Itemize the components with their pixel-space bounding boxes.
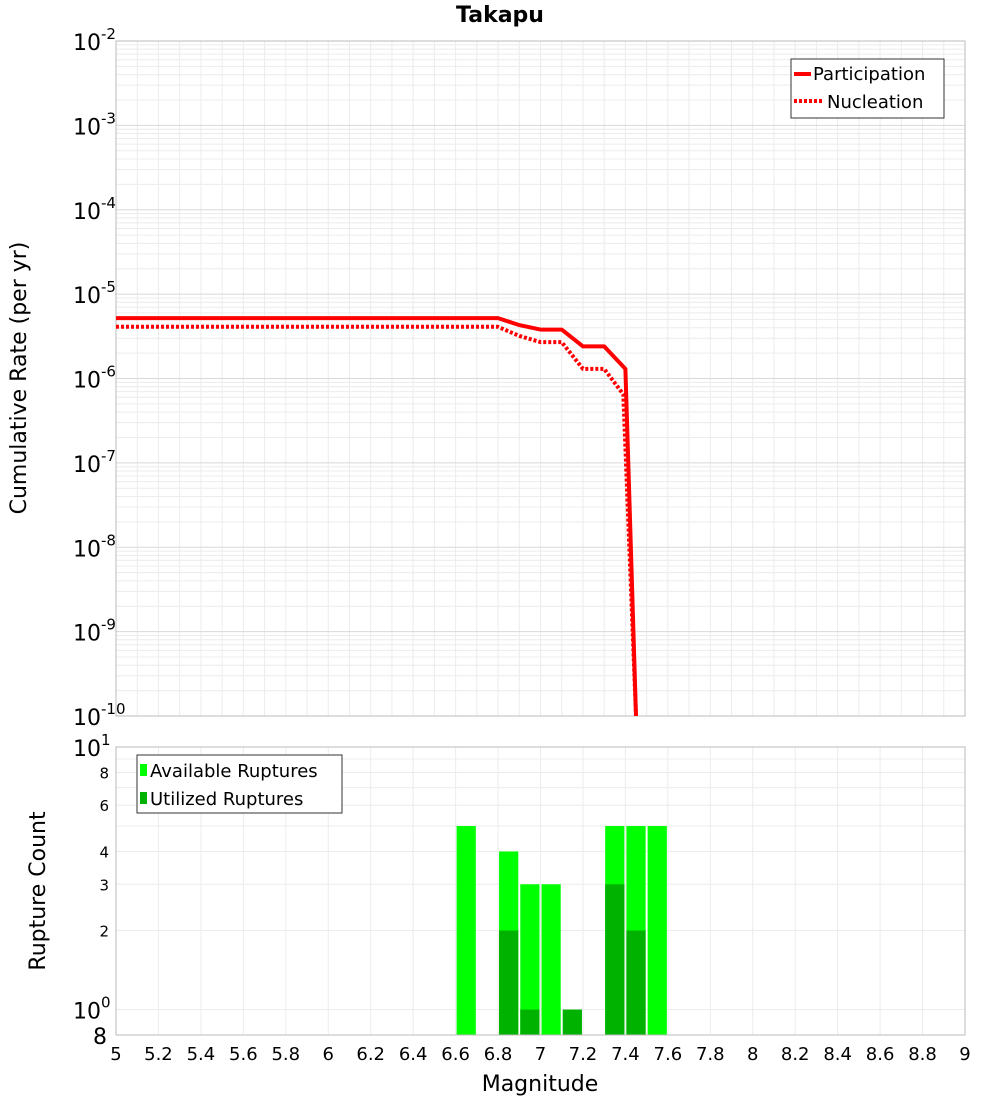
x-tick-label: 6.2 bbox=[356, 1044, 385, 1065]
x-tick-label: 7 bbox=[535, 1044, 546, 1065]
top-series bbox=[116, 316, 638, 717]
legend-available-label: Available Ruptures bbox=[150, 761, 318, 782]
top-y-tick-label: 10-2 bbox=[73, 25, 116, 56]
bottom-y-major-tick-label: 8 bbox=[93, 1025, 107, 1050]
x-tick-label: 8.6 bbox=[866, 1044, 895, 1065]
top-y-tick-label: 10-10 bbox=[73, 700, 126, 731]
x-tick-label: 7.4 bbox=[611, 1044, 640, 1065]
top-y-ticks: 10-2 10-3 10-4 10-5 10-6 10-7 10-8 10-9 10-10 bbox=[73, 25, 126, 731]
bottom-y-major-tick-label: 101 bbox=[73, 731, 111, 762]
x-ticks: 5 5.2 5.4 5.6 5.8 6 6.2 6.4 6.6 6.8 7 7.2 7.4 7.6 7.8 8… bbox=[110, 1044, 970, 1065]
bottom-bars bbox=[456, 826, 667, 1035]
x-tick-label: 6.8 bbox=[484, 1044, 513, 1065]
x-tick-label: 5.6 bbox=[229, 1044, 258, 1065]
x-tick-label: 5.4 bbox=[187, 1044, 216, 1065]
bar-utilized bbox=[626, 930, 646, 1035]
top-grid bbox=[116, 41, 966, 716]
x-tick-label: 5.2 bbox=[144, 1044, 173, 1065]
bar-available bbox=[456, 826, 476, 1035]
bar-available bbox=[520, 884, 540, 1035]
x-tick-label: 8.8 bbox=[908, 1044, 937, 1065]
bottom-y-tick-label: 6 bbox=[99, 797, 109, 815]
bottom-plot-frame bbox=[115, 746, 966, 1036]
bar-utilized bbox=[605, 884, 625, 1035]
bottom-legend-box bbox=[136, 754, 343, 814]
bar-available bbox=[541, 884, 561, 1035]
top-y-tick-label: 10-3 bbox=[73, 109, 116, 140]
top-y-tick-label: 10-4 bbox=[73, 194, 116, 225]
legend-utilized-label: Utilized Ruptures bbox=[150, 789, 303, 810]
bar-utilized bbox=[499, 930, 519, 1035]
legend-nucleation-label: Nucleation bbox=[827, 92, 923, 113]
x-tick-label: 6.4 bbox=[399, 1044, 428, 1065]
x-tick-label: 5.8 bbox=[271, 1044, 300, 1065]
series-line-participation bbox=[116, 316, 638, 717]
x-tick-label: 6.6 bbox=[441, 1044, 470, 1065]
x-tick-label: 7.8 bbox=[696, 1044, 725, 1065]
x-tick-label: 8.4 bbox=[823, 1044, 852, 1065]
bar-utilized bbox=[562, 1009, 582, 1035]
x-tick-label: 6 bbox=[323, 1044, 334, 1065]
x-tick-label: 5 bbox=[110, 1044, 121, 1065]
top-y-tick-label: 10-5 bbox=[73, 278, 116, 309]
bottom-y-tick-label: 3 bbox=[99, 876, 109, 894]
series-line-nucleation bbox=[116, 324, 638, 717]
bar-utilized bbox=[520, 1009, 540, 1035]
bottom-grid bbox=[116, 746, 966, 1035]
top-y-axis-label: Cumulative Rate (per yr) bbox=[7, 242, 32, 515]
top-y-tick-label: 10-8 bbox=[73, 531, 116, 562]
top-y-tick-label: 10-6 bbox=[73, 363, 116, 394]
x-tick-label: 8.2 bbox=[781, 1044, 810, 1065]
bar-available bbox=[647, 826, 667, 1035]
x-tick-label: 7.6 bbox=[654, 1044, 683, 1065]
bottom-y-axis-label: Rupture Count bbox=[26, 811, 51, 971]
x-axis-label: Magnitude bbox=[482, 1072, 599, 1097]
legend-participation-label: Participation bbox=[813, 64, 925, 85]
legend-utilized-swatch bbox=[140, 792, 147, 804]
bottom-y-major-tick-label: 100 bbox=[73, 994, 111, 1025]
bottom-y-tick-label: 4 bbox=[99, 843, 109, 861]
chart-title: Takapu bbox=[456, 3, 544, 28]
top-y-tick-label: 10-9 bbox=[73, 616, 116, 647]
x-tick-label: 9 bbox=[959, 1044, 970, 1065]
legend-available-swatch bbox=[140, 764, 147, 776]
bottom-y-tick-label: 8 bbox=[99, 764, 109, 782]
bottom-y-tick-label: 2 bbox=[99, 923, 109, 941]
top-plot-frame bbox=[115, 40, 966, 717]
top-legend: Participation Nucleation bbox=[790, 58, 945, 119]
bottom-legend: Available Ruptures Utilized Ruptures bbox=[136, 754, 343, 814]
x-tick-label: 8 bbox=[747, 1044, 758, 1065]
top-y-tick-label: 10-7 bbox=[73, 447, 116, 478]
top-legend-box bbox=[790, 58, 945, 119]
x-tick-label: 7.2 bbox=[569, 1044, 598, 1065]
